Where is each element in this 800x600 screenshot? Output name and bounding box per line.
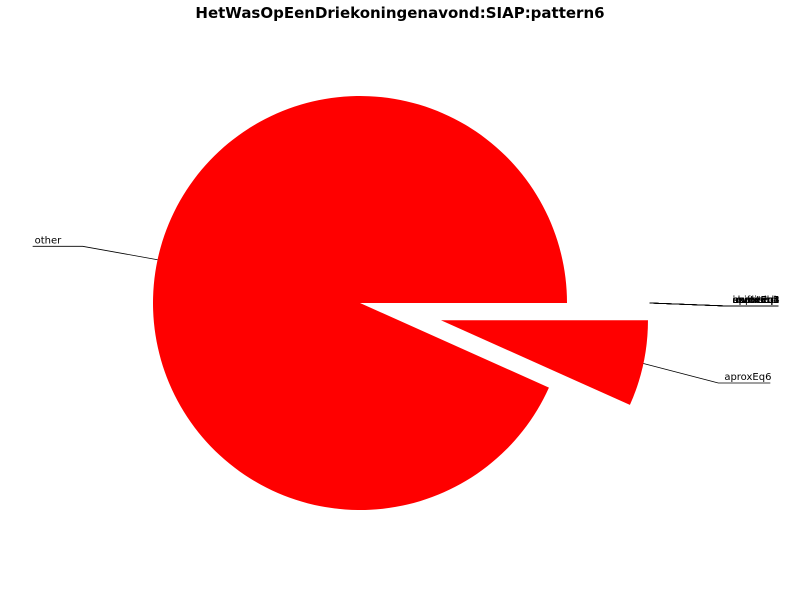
slice-label-inverted: inverted [732,295,774,306]
pie-slice-aproxeq6 [440,320,648,405]
slice-label-exact: exact [732,295,760,306]
slice-label-aproxeq2: aproxEq2 [732,295,779,306]
slice-label-reversed: reversed [732,295,776,306]
slice-label-aproxeq1: aproxEq1 [732,295,779,306]
leader-line-aproxeq6 [643,363,771,384]
slice-label-aproxeq3: aproxEq3 [732,295,779,306]
slice-label-aproxeq6: aproxEq6 [724,372,771,383]
slice-label-shifted: shifted [732,295,766,306]
leader-line-other [32,245,158,261]
slice-label-aproxeq4: aproxEq4 [732,295,779,306]
chart-title: HetWasOpEenDriekoningenavond:SIAP:patter… [195,4,604,22]
slice-label-aproxeq5: aproxEq5 [732,295,779,306]
pie-slice-other [153,96,567,511]
slice-label-implied: implied [732,295,769,306]
leader-line-shifted [649,302,779,307]
slice-label-other: other [35,235,63,246]
